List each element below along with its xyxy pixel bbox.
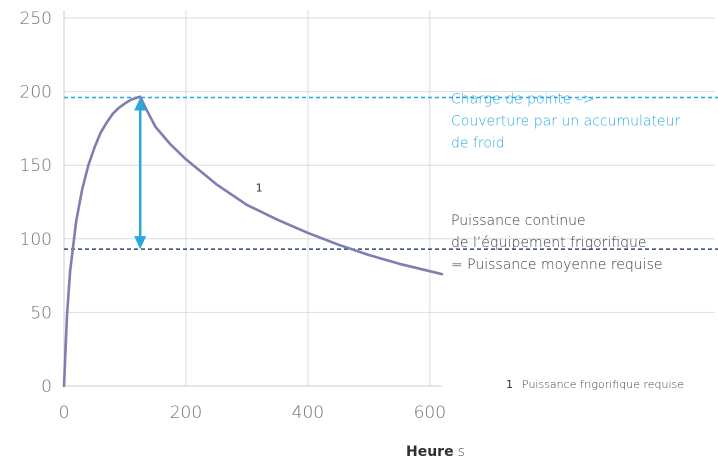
- x-axis-title: Heure s: [406, 444, 465, 460]
- y-tick-label-50: 50: [30, 303, 52, 323]
- arrow-head-down: [134, 236, 147, 250]
- x-tick-label-400: 400: [292, 403, 324, 423]
- reference-lines: [64, 96, 718, 250]
- x-axis-label: Heure s: [406, 444, 465, 460]
- arrow-head-up: [134, 97, 147, 111]
- curve-label: 1: [256, 182, 263, 195]
- peak-annotation-line-2: Couverture par un accumulateur: [451, 113, 680, 129]
- y-tick-label-100: 100: [20, 230, 52, 250]
- y-tick-label-250: 250: [20, 9, 52, 29]
- continuous-annotation-line-3: = Puissance moyenne requise: [451, 257, 662, 273]
- continuous-annotation-line-2: de l’équipement frigorifique: [451, 235, 647, 251]
- x-tick-label-200: 200: [170, 403, 202, 423]
- y-tick-label-0: 0: [41, 377, 52, 397]
- annotations: Charge de pointe –> Couverture par un acc…: [256, 91, 681, 273]
- x-tick-label-0: 0: [59, 403, 70, 423]
- grid: [63, 10, 715, 387]
- peak-annotation-line-3: de froid: [451, 135, 505, 151]
- legend: 1 Puissance frigorifique requise: [506, 378, 684, 391]
- x-axis-title-unit: s: [458, 444, 465, 460]
- continuous-annotation-line-1: Puissance continue: [451, 213, 586, 229]
- peak-arrow: [134, 97, 147, 250]
- series-line-1: [62, 95, 444, 388]
- peak-annotation-line-1: Charge de pointe –>: [451, 91, 595, 107]
- y-tick-label-200: 200: [20, 83, 52, 103]
- y-tick-label-150: 150: [20, 156, 52, 176]
- x-axis-title-main: Heure: [406, 444, 454, 460]
- legend-number: 1: [506, 378, 513, 391]
- tick-labels: 0 50 100 150 200 250 0 200 400 600: [20, 9, 446, 423]
- series-lines: [62, 95, 444, 388]
- legend-text: Puissance frigorifique requise: [522, 378, 684, 391]
- x-tick-label-600: 600: [414, 403, 446, 423]
